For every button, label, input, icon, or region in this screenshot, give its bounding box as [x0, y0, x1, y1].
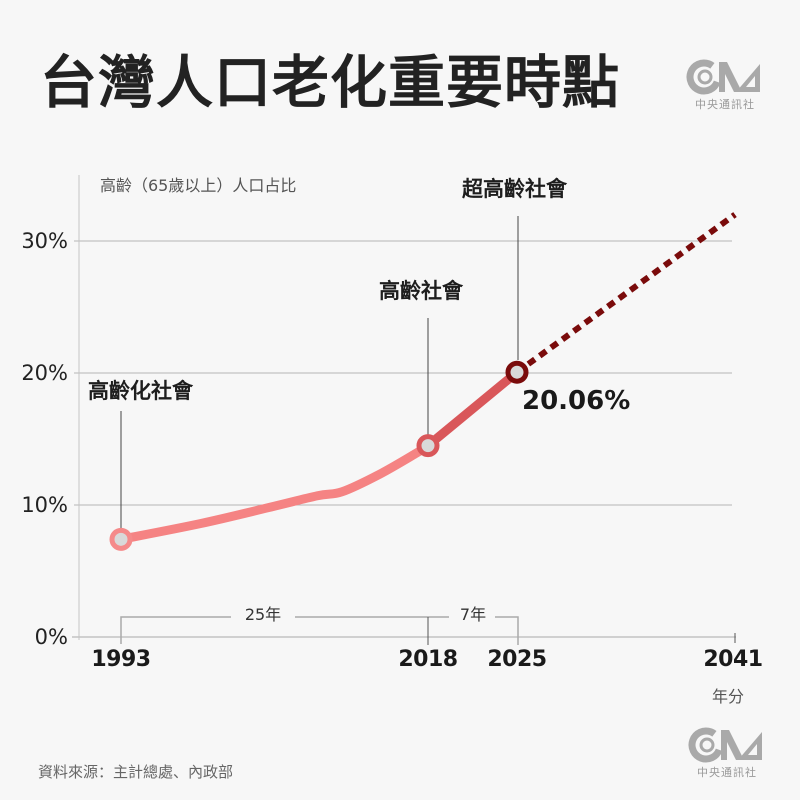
cna-logo-icon	[688, 727, 762, 763]
y-tick-30: 30%	[21, 229, 68, 253]
data-source: 資料來源：主計總處、內政部	[38, 763, 234, 781]
cna-logo-top: 中央通訊社	[686, 58, 764, 114]
interval-label-7yr: 7年	[451, 605, 495, 625]
y-tick-20: 20%	[21, 361, 68, 385]
data-point-2025[interactable]	[505, 360, 529, 384]
milestone-label-super-aged-society: 超高齡社會	[462, 177, 567, 201]
page-title: 台灣人口老化重要時點	[40, 50, 620, 116]
series-line-aging	[116, 441, 433, 544]
y-axis-label: 高齡（65歲以上）人口占比	[100, 176, 297, 195]
x-tick-2018: 2018	[398, 647, 458, 672]
cna-logo-bottom: 中央通訊社	[688, 726, 766, 782]
cna-logo-name: 中央通訊社	[695, 98, 755, 111]
data-point-2018[interactable]	[416, 434, 440, 458]
cna-logo-name: 中央通訊社	[697, 766, 757, 779]
y-tick-0: 0%	[34, 625, 68, 649]
milestone-label-aging-society: 高齡化社會	[88, 379, 193, 403]
data-point-1993[interactable]	[109, 527, 133, 551]
x-axis-label: 年分	[712, 687, 745, 706]
value-label-2025: 20.06%	[522, 386, 631, 416]
x-tick-2025: 2025	[487, 647, 547, 672]
cna-logo-icon	[686, 59, 760, 95]
x-tick-2041: 2041	[703, 647, 763, 672]
x-tick-1993: 1993	[91, 647, 151, 672]
interval-label-25yr: 25年	[233, 605, 293, 625]
series-line-aged	[423, 367, 522, 451]
series-line-projection	[515, 212, 737, 375]
y-tick-10: 10%	[21, 493, 68, 517]
interval-bracket-7yr	[495, 616, 519, 645]
milestone-label-aged-society: 高齡社會	[379, 279, 463, 303]
interval-bracket-25yr	[120, 616, 231, 644]
